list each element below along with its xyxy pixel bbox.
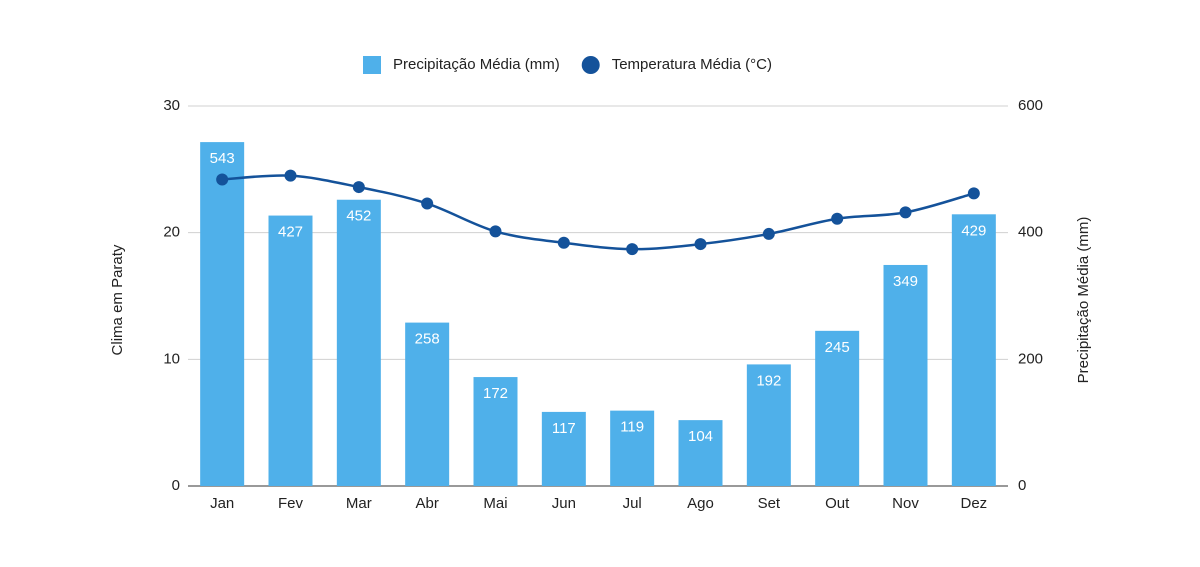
point: [762, 227, 775, 240]
x-tick-label: Jun: [552, 495, 576, 512]
data-label: 543: [210, 150, 235, 167]
x-tick-label: Mai: [483, 495, 507, 512]
x-tick-label: Jan: [210, 495, 234, 512]
point: [694, 238, 707, 251]
x-tick-label: Ago: [687, 495, 714, 512]
point: [489, 225, 502, 238]
y2-axis-title: Precipitação Média (mm): [1075, 217, 1092, 384]
data-label: 245: [825, 339, 850, 356]
y-axis-title: Clima em Paraty: [109, 244, 126, 355]
x-tick-label: Set: [758, 495, 781, 512]
point: [352, 181, 365, 194]
x-tick-label: Abr: [415, 495, 438, 512]
point: [626, 243, 639, 256]
data-label: 427: [278, 224, 303, 241]
bar: [951, 214, 996, 487]
data-label: 104: [688, 428, 713, 445]
bar: [610, 410, 655, 486]
line: [222, 174, 975, 251]
y2-tick-label: 0: [1018, 477, 1026, 494]
point: [831, 212, 844, 225]
x-tick-label: Mar: [346, 495, 372, 512]
x-tick-label: Dez: [960, 495, 987, 512]
legend-swatch: [581, 56, 600, 74]
bar: [678, 420, 723, 486]
data-label: 117: [552, 420, 576, 437]
point: [216, 173, 229, 186]
bar: [200, 142, 245, 486]
y2-tick-label: 400: [1018, 224, 1043, 241]
y2-tick-label: 600: [1018, 97, 1043, 114]
y-tick-label: 20: [163, 224, 180, 241]
data-label: 258: [415, 331, 440, 348]
bar: [268, 215, 313, 487]
x-tick-label: Out: [825, 495, 850, 512]
point: [967, 187, 980, 200]
bar: [473, 377, 518, 486]
data-label: 192: [756, 372, 781, 389]
data-label: 429: [961, 222, 986, 239]
bar: [815, 330, 860, 486]
bar: [541, 411, 586, 486]
y-tick-label: 30: [163, 97, 180, 114]
y-tick-label: 10: [163, 350, 180, 367]
y-tick-label: 0: [172, 477, 180, 494]
bar: [746, 364, 791, 486]
x-tick-label: Nov: [892, 495, 919, 512]
x-tick-label: Fev: [278, 495, 304, 512]
x-tick-label: Jul: [623, 495, 642, 512]
data-label: 349: [893, 273, 918, 290]
y2-tick-label: 200: [1018, 350, 1043, 367]
data-label: 452: [346, 208, 371, 225]
legend-label: Precipitação Média (mm): [393, 56, 560, 73]
bar: [883, 264, 928, 486]
data-label: 172: [483, 385, 508, 402]
bar: [336, 199, 381, 486]
point: [421, 197, 434, 210]
legend-label: Temperatura Média (°C): [612, 56, 772, 73]
point: [284, 169, 297, 182]
point: [557, 236, 570, 249]
data-label: 119: [620, 419, 644, 436]
point: [899, 206, 912, 219]
legend-swatch: [363, 56, 381, 74]
bar: [405, 322, 450, 486]
